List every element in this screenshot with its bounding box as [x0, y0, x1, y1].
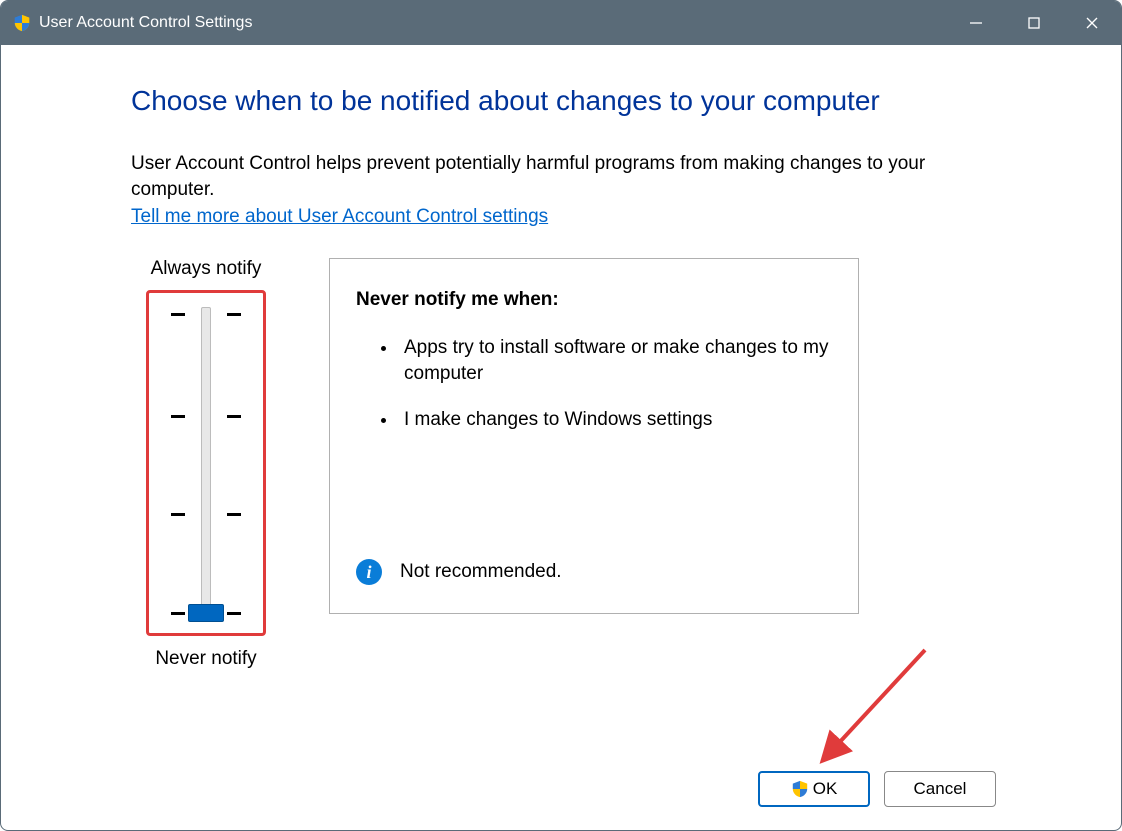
shield-icon	[791, 780, 809, 798]
window-controls	[947, 1, 1121, 45]
slider-tick	[227, 612, 241, 615]
status-row: i Not recommended.	[356, 559, 562, 585]
minimize-button[interactable]	[947, 1, 1005, 45]
slider-tick	[171, 415, 185, 418]
info-icon: i	[356, 559, 382, 585]
description-title: Never notify me when:	[356, 289, 832, 311]
slider-tick	[227, 513, 241, 516]
ok-button[interactable]: OK	[758, 771, 870, 807]
intro-text: User Account Control helps prevent poten…	[131, 151, 991, 202]
slider-column: Always notify Never notify	[131, 258, 281, 670]
main-row: Always notify Never notify Never notify …	[131, 258, 991, 670]
slider-tick	[171, 313, 185, 316]
window-title: User Account Control Settings	[39, 14, 252, 32]
button-row: OK Cancel	[758, 771, 996, 807]
slider-tick	[227, 415, 241, 418]
description-panel: Never notify me when: Apps try to instal…	[329, 258, 859, 614]
slider-tick	[227, 313, 241, 316]
maximize-button[interactable]	[1005, 1, 1063, 45]
cancel-button-label: Cancel	[914, 779, 967, 799]
slider-label-top: Always notify	[131, 258, 281, 280]
titlebar: User Account Control Settings	[1, 1, 1121, 45]
description-bullet: Apps try to install software or make cha…	[398, 335, 832, 386]
description-list: Apps try to install software or make cha…	[356, 335, 832, 432]
cancel-button[interactable]: Cancel	[884, 771, 996, 807]
page-heading: Choose when to be notified about changes…	[131, 85, 991, 117]
content-area: Choose when to be notified about changes…	[1, 45, 1121, 670]
ok-button-label: OK	[813, 779, 838, 799]
help-link[interactable]: Tell me more about User Account Control …	[131, 206, 548, 228]
status-text: Not recommended.	[400, 561, 562, 583]
slider-highlight-box	[146, 290, 266, 636]
slider-label-bottom: Never notify	[131, 648, 281, 670]
slider-track[interactable]	[201, 307, 211, 619]
slider-tick	[171, 612, 185, 615]
description-bullet: I make changes to Windows settings	[398, 407, 832, 433]
slider-tick	[171, 513, 185, 516]
close-button[interactable]	[1063, 1, 1121, 45]
shield-icon	[13, 14, 31, 32]
slider-thumb[interactable]	[188, 604, 224, 622]
